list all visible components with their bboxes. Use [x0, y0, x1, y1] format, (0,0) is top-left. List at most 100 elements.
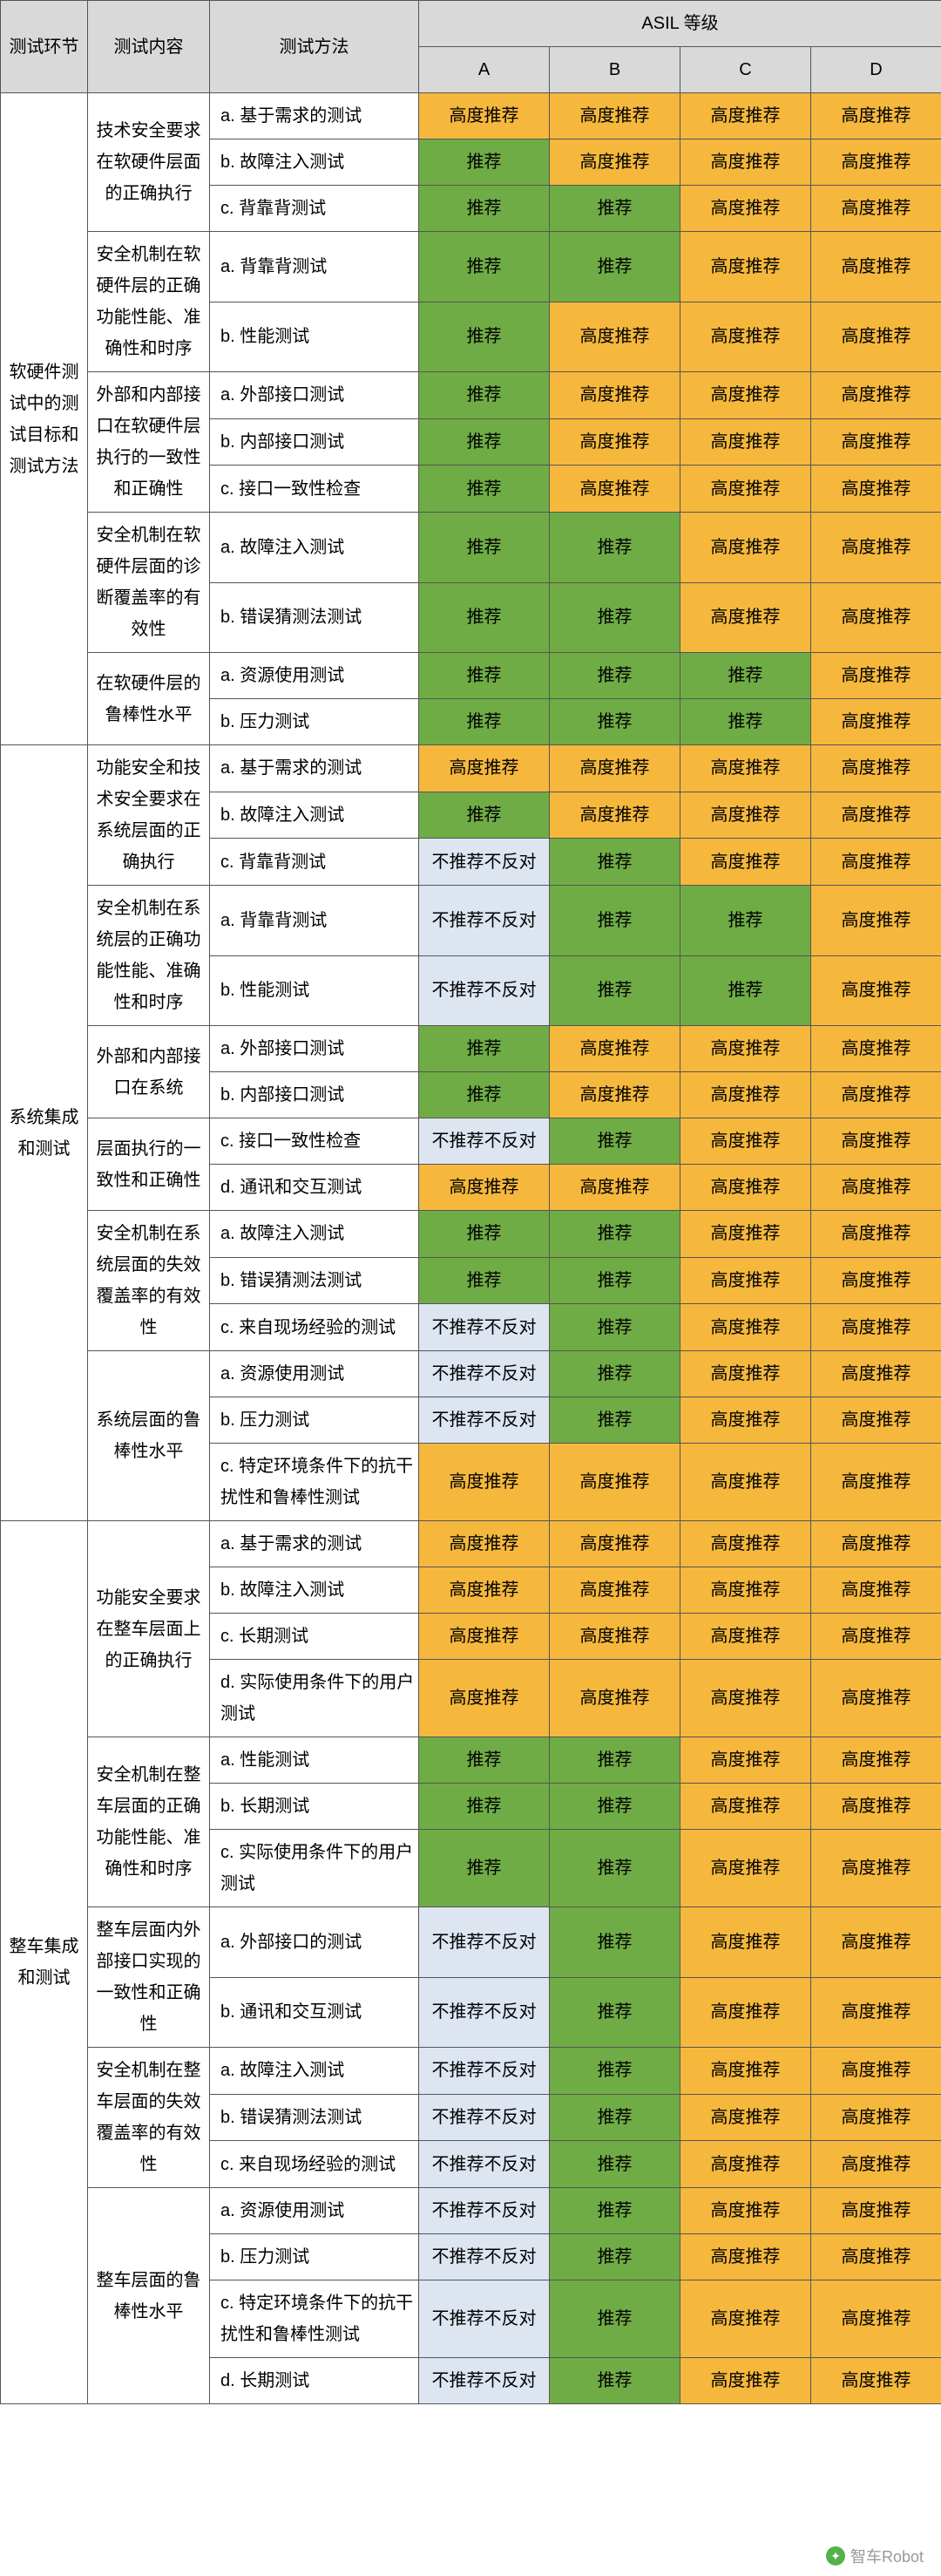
asil-cell: 不推荐不反对: [419, 2234, 550, 2280]
asil-cell: 不推荐不反对: [419, 886, 550, 956]
table-row: 安全机制在软硬件层面的诊断覆盖率的有效性a. 故障注入测试推荐推荐高度推荐高度推…: [1, 513, 941, 583]
asil-cell: 不推荐不反对: [419, 1304, 550, 1351]
asil-cell: 高度推荐: [680, 302, 811, 372]
asil-cell: 不推荐不反对: [419, 2358, 550, 2404]
table-row: 外部和内部接口在系统a. 外部接口测试推荐高度推荐高度推荐高度推荐: [1, 1026, 941, 1072]
asil-cell: 推荐: [550, 2234, 680, 2280]
asil-cell: 高度推荐: [550, 1444, 680, 1521]
asil-cell: 高度推荐: [680, 582, 811, 653]
asil-cell: 高度推荐: [811, 1660, 941, 1737]
asil-cell: 高度推荐: [419, 1567, 550, 1614]
asil-cell: 高度推荐: [811, 1977, 941, 2048]
asil-cell: 高度推荐: [811, 745, 941, 792]
asil-cell: 推荐: [550, 1257, 680, 1304]
asil-cell: 高度推荐: [811, 186, 941, 232]
asil-cell: 推荐: [550, 232, 680, 302]
asil-cell: 高度推荐: [550, 745, 680, 792]
method-cell: b. 压力测试: [210, 2234, 419, 2280]
content-cell: 外部和内部接口在系统: [88, 1026, 210, 1118]
asil-cell: 推荐: [419, 418, 550, 466]
method-cell: a. 背靠背测试: [210, 886, 419, 956]
asil-cell: 高度推荐: [811, 1072, 941, 1118]
header-asil-c: C: [680, 47, 811, 93]
table-header: 测试环节 测试内容 测试方法 ASIL 等级 A B C D: [1, 1, 941, 93]
asil-cell: 不推荐不反对: [419, 955, 550, 1026]
asil-cell: 推荐: [550, 886, 680, 956]
method-cell: b. 长期测试: [210, 1784, 419, 1830]
asil-cell: 高度推荐: [550, 139, 680, 186]
table-row: 整车层面的鲁棒性水平a. 资源使用测试不推荐不反对推荐高度推荐高度推荐: [1, 2188, 941, 2234]
asil-cell: 推荐: [419, 372, 550, 419]
asil-cell: 高度推荐: [811, 2188, 941, 2234]
asil-cell: 高度推荐: [680, 1072, 811, 1118]
asil-cell: 高度推荐: [550, 418, 680, 466]
asil-cell: 推荐: [419, 1211, 550, 1258]
asil-cell: 高度推荐: [811, 302, 941, 372]
asil-cell: 高度推荐: [550, 302, 680, 372]
table-row: 系统集成和测试功能安全和技术安全要求在系统层面的正确执行a. 基于需求的测试高度…: [1, 745, 941, 792]
asil-cell: 高度推荐: [550, 93, 680, 139]
asil-cell: 高度推荐: [811, 2234, 941, 2280]
asil-cell: 高度推荐: [680, 1907, 811, 1978]
method-cell: a. 外部接口测试: [210, 1026, 419, 1072]
asil-cell: 推荐: [419, 1257, 550, 1304]
asil-cell: 高度推荐: [811, 2094, 941, 2141]
asil-cell: 高度推荐: [419, 1660, 550, 1737]
asil-cell: 高度推荐: [550, 466, 680, 513]
asil-cell: 高度推荐: [680, 1351, 811, 1397]
asil-cell: 推荐: [680, 653, 811, 699]
asil-cell: 高度推荐: [550, 1026, 680, 1072]
asil-cell: 高度推荐: [811, 1614, 941, 1660]
method-cell: a. 资源使用测试: [210, 1351, 419, 1397]
asil-cell: 高度推荐: [680, 1977, 811, 2048]
asil-cell: 高度推荐: [680, 792, 811, 839]
asil-cell: 不推荐不反对: [419, 2188, 550, 2234]
asil-cell: 不推荐不反对: [419, 839, 550, 886]
asil-cell: 高度推荐: [811, 1351, 941, 1397]
method-cell: a. 外部接口的测试: [210, 1907, 419, 1978]
method-cell: c. 特定环境条件下的抗干扰性和鲁棒性测试: [210, 2280, 419, 2358]
asil-cell: 高度推荐: [811, 2280, 941, 2358]
asil-cell: 高度推荐: [680, 1397, 811, 1444]
phase-cell: 软硬件测试中的测试目标和测试方法: [1, 93, 88, 745]
content-cell: 整车层面的鲁棒性水平: [88, 2188, 210, 2404]
asil-cell: 高度推荐: [680, 1304, 811, 1351]
asil-cell: 不推荐不反对: [419, 1351, 550, 1397]
method-cell: d. 通讯和交互测试: [210, 1165, 419, 1211]
table-row: 系统层面的鲁棒性水平a. 资源使用测试不推荐不反对推荐高度推荐高度推荐: [1, 1351, 941, 1397]
asil-cell: 推荐: [419, 1026, 550, 1072]
table-row: 在软硬件层的鲁棒性水平a. 资源使用测试推荐推荐推荐高度推荐: [1, 653, 941, 699]
asil-cell: 高度推荐: [811, 1784, 941, 1830]
asil-cell: 高度推荐: [680, 372, 811, 419]
method-cell: a. 基于需求的测试: [210, 745, 419, 792]
method-cell: b. 故障注入测试: [210, 1567, 419, 1614]
asil-cell: 不推荐不反对: [419, 2094, 550, 2141]
asil-cell: 高度推荐: [680, 2094, 811, 2141]
asil-cell: 高度推荐: [550, 1521, 680, 1567]
method-cell: c. 接口一致性检查: [210, 1118, 419, 1165]
asil-cell: 推荐: [550, 1830, 680, 1907]
asil-cell: 高度推荐: [811, 1026, 941, 1072]
content-cell: 安全机制在整车层面的失效覆盖率的有效性: [88, 2048, 210, 2188]
method-cell: c. 来自现场经验的测试: [210, 1304, 419, 1351]
asil-cell: 高度推荐: [680, 1257, 811, 1304]
asil-cell: 高度推荐: [680, 93, 811, 139]
asil-cell: 高度推荐: [811, 1444, 941, 1521]
method-cell: b. 故障注入测试: [210, 792, 419, 839]
content-cell: 安全机制在系统层的正确功能性能、准确性和时序: [88, 886, 210, 1026]
asil-cell: 高度推荐: [811, 2358, 941, 2404]
method-cell: b. 性能测试: [210, 302, 419, 372]
phase-cell: 系统集成和测试: [1, 745, 88, 1521]
asil-cell: 推荐: [680, 699, 811, 745]
asil-cell: 高度推荐: [680, 745, 811, 792]
content-cell: 整车层面内外部接口实现的一致性和正确性: [88, 1907, 210, 2048]
header-method: 测试方法: [210, 1, 419, 93]
asil-cell: 高度推荐: [680, 1660, 811, 1737]
asil-cell: 推荐: [550, 2188, 680, 2234]
method-cell: a. 基于需求的测试: [210, 93, 419, 139]
method-cell: b. 错误猜测法测试: [210, 2094, 419, 2141]
asil-cell: 推荐: [419, 699, 550, 745]
asil-cell: 推荐: [550, 1304, 680, 1351]
asil-cell: 高度推荐: [680, 1830, 811, 1907]
asil-cell: 推荐: [419, 302, 550, 372]
